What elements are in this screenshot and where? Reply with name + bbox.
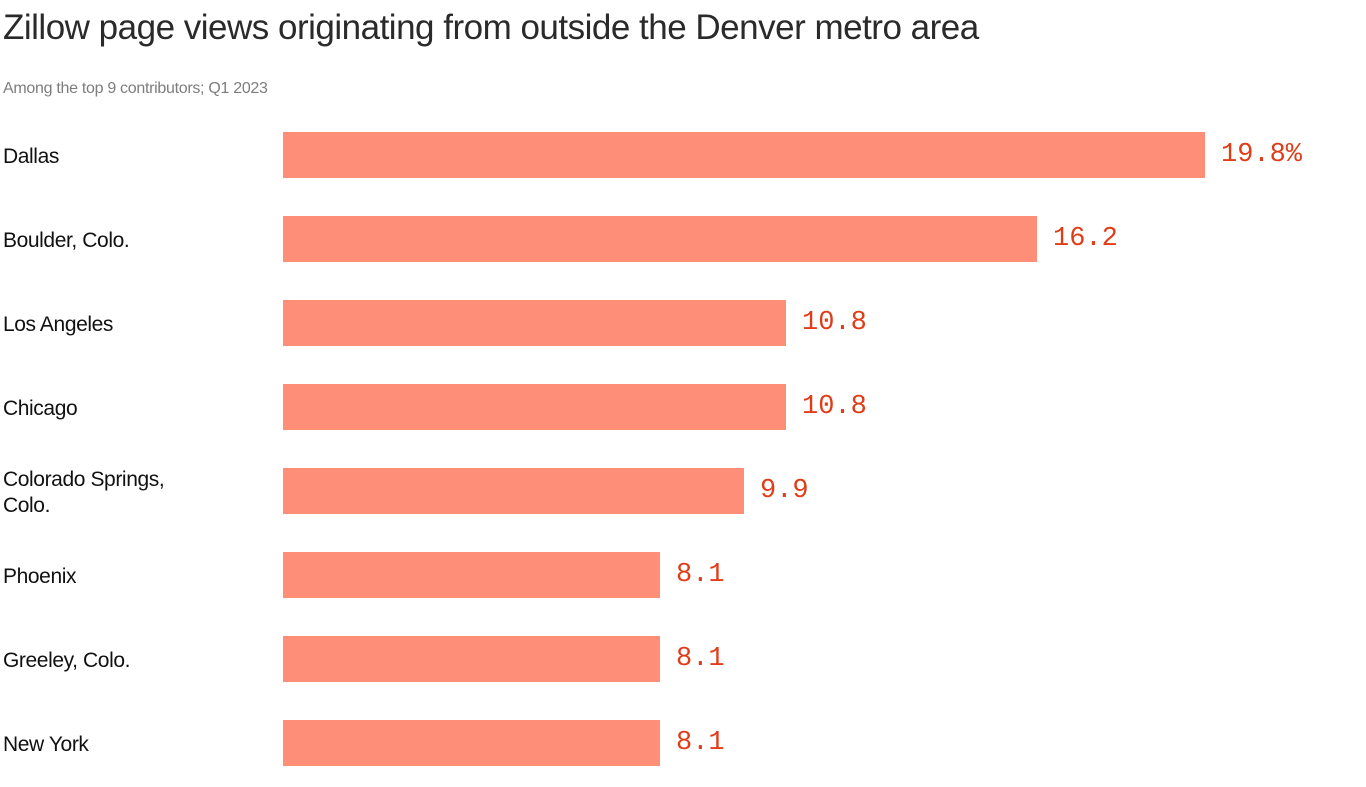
chart-subtitle: Among the top 9 contributors; Q1 2023: [3, 80, 268, 97]
bar-track: [283, 468, 744, 514]
bar-fill: [283, 300, 786, 346]
bar-track: [283, 300, 786, 346]
bar-category-label-line: Colo.: [3, 494, 51, 517]
bar-category-label-line: Los Angeles: [3, 313, 114, 336]
bar-fill: [283, 132, 1205, 178]
bar-category-label-line: Chicago: [3, 397, 78, 420]
bar-row: Greeley, Colo. 8.1: [0, 619, 1366, 703]
bar-category-label: Phoenix: [3, 535, 273, 619]
chart-container: Zillow page views originating from outsi…: [0, 8, 1366, 768]
bar-category-label: New York: [3, 703, 273, 787]
bar-track: [283, 552, 660, 598]
bar-category-label: Los Angeles: [3, 283, 273, 367]
bar-category-label-line: Phoenix: [3, 565, 77, 588]
bar-category-label: Colorado Springs, Colo.: [3, 451, 273, 535]
bar-fill: [283, 384, 786, 430]
bar-category-label: Chicago: [3, 367, 273, 451]
bar-category-label-line: Greeley, Colo.: [3, 649, 131, 672]
bar-track: [283, 384, 786, 430]
bar-category-label-line: Dallas: [3, 145, 59, 168]
bar-row: Chicago 10.8: [0, 367, 1366, 451]
bar-category-label-line: Boulder, Colo.: [3, 229, 130, 252]
bar-category-label: Boulder, Colo.: [3, 199, 273, 283]
bar-row: Phoenix 8.1: [0, 535, 1366, 619]
bar-category-label-line: New York: [3, 733, 89, 756]
bar-value-label: 8.1: [676, 728, 725, 758]
bar-row: Dallas 19.8%: [0, 115, 1366, 199]
bar-category-label-line: Colorado Springs,: [3, 468, 165, 491]
bar-fill: [283, 552, 660, 598]
bar-track: [283, 720, 660, 766]
bar-track: [283, 216, 1037, 262]
bar-value-label: 10.8: [802, 308, 867, 338]
chart-title: Zillow page views originating from outsi…: [3, 8, 979, 47]
bar-row: Colorado Springs, Colo. 9.9: [0, 451, 1366, 535]
bar-value-label: 8.1: [676, 560, 725, 590]
bar-value-label: 10.8: [802, 392, 867, 422]
bar-track: [283, 636, 660, 682]
bar-category-label: Greeley, Colo.: [3, 619, 273, 703]
bar-row: New York 8.1: [0, 703, 1366, 787]
bar-fill: [283, 468, 744, 514]
bar-category-label: Dallas: [3, 115, 273, 199]
bar-track: [283, 132, 1205, 178]
bar-fill: [283, 636, 660, 682]
bar-fill: [283, 216, 1037, 262]
bar-value-label: 9.9: [760, 476, 809, 506]
bar-value-label: 16.2: [1053, 224, 1118, 254]
bar-chart-plot-area: Dallas 19.8% Boulder, Colo. 16.2 Los Angeles…: [0, 115, 1366, 768]
bar-value-label: 8.1: [676, 644, 725, 674]
bar-row: Los Angeles 10.8: [0, 283, 1366, 367]
bar-value-label: 19.8%: [1221, 140, 1303, 170]
bar-fill: [283, 720, 660, 766]
bar-row: Boulder, Colo. 16.2: [0, 199, 1366, 283]
